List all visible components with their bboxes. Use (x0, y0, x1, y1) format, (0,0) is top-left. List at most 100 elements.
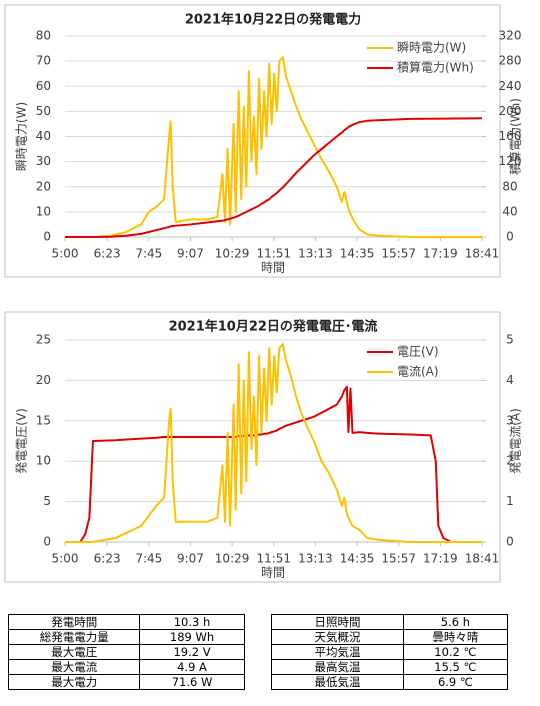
table-label: 天気概況 (271, 629, 404, 645)
y-tick-label: 70 (36, 54, 51, 68)
y2-axis-title: 発電電流(A) (509, 408, 523, 474)
y2-tick-label: 1 (506, 494, 514, 508)
x-tick-label: 5:00 (52, 247, 79, 261)
table-value: 15.5 ℃ (402, 659, 509, 675)
y-axis-title: 瞬時電力(W) (15, 102, 29, 171)
legend-label: 電圧(V) (397, 345, 439, 359)
table-row: 最大電力 71.6 W 最低気温 6.9 ℃ (7, 674, 509, 690)
x-tick-label: 9:07 (177, 552, 204, 566)
table-value: 曇時々晴 (402, 629, 509, 645)
y2-tick-label: 5 (506, 333, 514, 347)
y2-tick-label: 200 (499, 104, 522, 118)
x-tick-label: 7:45 (135, 247, 162, 261)
series-line (65, 343, 482, 543)
table-gap (243, 674, 273, 690)
y-tick-label: 30 (36, 154, 51, 168)
y-tick-label: 0 (43, 230, 51, 244)
summary-table: 発電時間 10.3 h 日照時間 5.6 h 総発電電力量 189 Wh 天気概況 曇時々晴最… (7, 614, 509, 690)
y-tick-label: 20 (36, 179, 51, 193)
x-tick-label: 10:29 (215, 247, 250, 261)
table-value: 6.9 ℃ (402, 674, 509, 690)
legend-label: 瞬時電力(W) (397, 41, 466, 55)
x-tick-label: 14:35 (340, 552, 375, 566)
y-tick-label: 40 (36, 129, 51, 143)
y-tick-label: 15 (36, 413, 51, 427)
x-tick-label: 6:23 (94, 247, 121, 261)
table-gap (243, 659, 273, 675)
x-tick-label: 15:57 (381, 552, 416, 566)
x-axis-title: 時間 (261, 566, 285, 580)
table-value: 10.3 h (139, 614, 245, 630)
table-value: 19.2 V (139, 644, 245, 660)
y-tick-label: 20 (36, 373, 51, 387)
y2-tick-label: 80 (502, 179, 517, 193)
table-value: 4.9 A (139, 659, 245, 675)
x-tick-label: 15:57 (381, 247, 416, 261)
legend-label: 積算電力(Wh) (397, 60, 474, 75)
y-tick-label: 50 (36, 104, 51, 118)
x-tick-label: 11:51 (256, 552, 291, 566)
table-row: 発電時間 10.3 h 日照時間 5.6 h (7, 614, 509, 630)
legend-label: 電流(A) (397, 365, 439, 379)
x-tick-label: 18:41 (465, 552, 500, 566)
table-row: 最大電流 4.9 A 最高気温 15.5 ℃ (7, 659, 509, 675)
table-label: 最高気温 (271, 659, 404, 675)
y-tick-label: 80 (36, 29, 51, 43)
x-tick-label: 17:19 (423, 247, 458, 261)
table-value: 5.6 h (402, 614, 509, 630)
table-gap (243, 644, 273, 660)
x-tick-label: 7:45 (135, 552, 162, 566)
y2-tick-label: 3 (506, 413, 514, 427)
series-line (65, 56, 482, 238)
x-tick-label: 5:00 (52, 552, 79, 566)
x-tick-label: 10:29 (215, 552, 250, 566)
charts: 2021年10月22日の発電電力010203040506070800408012… (4, 4, 523, 583)
series-line (65, 117, 483, 238)
table-label: 最低気温 (271, 674, 404, 690)
table-label: 日照時間 (271, 614, 404, 630)
table-label: 最大電流 (7, 659, 141, 675)
y2-tick-label: 0 (506, 230, 514, 244)
y2-tick-label: 160 (499, 129, 522, 143)
y2-tick-label: 40 (502, 204, 517, 218)
table-gap (243, 614, 273, 630)
x-tick-label: 17:19 (423, 552, 458, 566)
table-value: 71.6 W (139, 674, 245, 690)
x-tick-label: 13:13 (298, 247, 333, 261)
y-tick-label: 0 (43, 535, 51, 549)
y2-tick-label: 4 (506, 373, 514, 387)
table-value: 10.2 ℃ (402, 644, 509, 660)
table-label: 最大電圧 (7, 644, 141, 660)
table-gap (243, 629, 273, 645)
table-label: 総発電電力量 (7, 629, 141, 645)
table-label: 発電時間 (7, 614, 141, 630)
x-tick-label: 14:35 (340, 247, 375, 261)
table-value: 189 Wh (139, 629, 245, 645)
y-tick-label: 25 (36, 333, 51, 347)
y-tick-label: 10 (36, 204, 51, 218)
x-tick-label: 13:13 (298, 552, 333, 566)
table-row: 最大電圧 19.2 V 平均気温 10.2 ℃ (7, 644, 509, 660)
x-tick-label: 9:07 (177, 247, 204, 261)
y2-tick-label: 240 (499, 79, 522, 93)
y2-tick-label: 120 (499, 154, 522, 168)
table-label: 平均気温 (271, 644, 404, 660)
table-label: 最大電力 (7, 674, 141, 690)
y2-tick-label: 320 (499, 29, 522, 43)
x-tick-label: 18:41 (465, 247, 500, 261)
y2-tick-label: 0 (506, 535, 514, 549)
y-tick-label: 10 (36, 454, 51, 468)
y2-axis-title: 積算電力(Wh) (508, 98, 523, 175)
x-axis-title: 時間 (261, 261, 285, 275)
y-axis-title: 発電電圧(V) (15, 408, 29, 474)
y-tick-label: 60 (36, 79, 51, 93)
chart-title: 2021年10月22日の発電電力 (185, 12, 361, 28)
y-tick-label: 5 (43, 494, 51, 508)
x-tick-label: 6:23 (94, 552, 121, 566)
x-tick-label: 11:51 (256, 247, 291, 261)
table-row: 総発電電力量 189 Wh 天気概況 曇時々晴 (7, 629, 509, 645)
chart-title: 2021年10月22日の発電電圧･電流 (169, 319, 378, 335)
y2-tick-label: 280 (499, 54, 522, 68)
y2-tick-label: 2 (506, 454, 514, 468)
